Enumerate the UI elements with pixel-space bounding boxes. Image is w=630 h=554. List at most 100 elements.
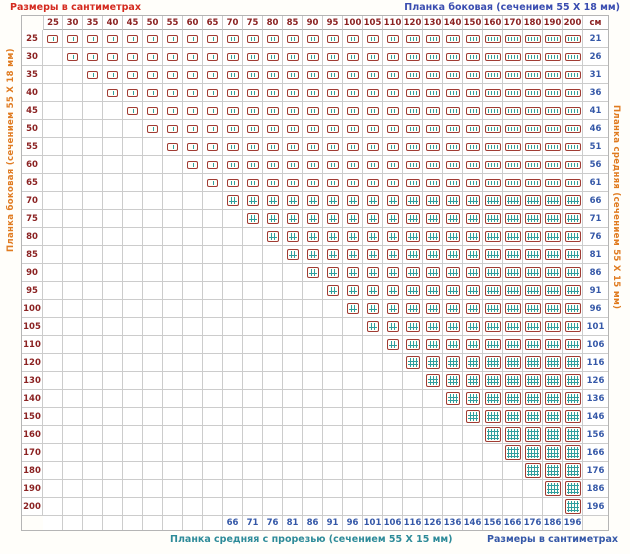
grid-cell [443,84,463,102]
grid-cell [83,480,103,498]
grid-cell [163,138,183,156]
lattice-icon [544,195,561,206]
grid-cell [63,282,83,300]
pane-divider-vertical [576,54,578,59]
grid-cell [263,66,283,84]
pane-divider-horizontal [368,254,377,256]
pane-divider-vertical [551,412,553,421]
grid-cell [363,354,383,372]
grid-cell [563,354,583,372]
label-side-plank-top: Планка боковая (сечением 55 X 18 мм) [404,2,620,13]
grid-cell [503,426,523,444]
lattice-icon [524,374,541,387]
pane-divider-vertical [531,376,533,385]
lattice-icon [465,70,480,79]
grid-cell [563,426,583,444]
pane-divider-vertical [513,180,515,185]
grid-cell [563,138,583,156]
grid-cell [543,282,563,300]
grid-cell [83,318,103,336]
pane-divider-vertical [571,126,573,131]
pane-divider-vertical [132,72,134,77]
pane-divider-vertical [452,72,454,77]
grid-cell [263,300,283,318]
grid-cell [43,120,63,138]
lattice-icon [386,178,399,187]
pane-divider-horizontal [546,272,559,274]
grid-cell [143,264,163,282]
pane-divider-vertical [573,108,575,113]
lattice-icon [465,392,480,405]
pane-divider-vertical [511,36,513,41]
pane-divider-vertical [429,72,431,77]
grid-cell [423,264,443,282]
pane-divider-vertical [556,412,558,421]
pane-divider-horizontal [427,308,438,310]
lattice-icon [524,356,541,369]
pane-divider-vertical [536,180,538,185]
lattice-icon [544,160,561,169]
pane-divider-vertical [475,90,477,95]
pane-divider-vertical [576,412,578,421]
pane-divider-vertical [551,54,553,59]
lattice-icon [127,70,138,79]
grid-cell [383,102,403,120]
row-header: 30 [21,48,43,66]
lattice-icon [524,267,541,278]
pane-divider-vertical [553,358,555,367]
grid-cell [43,210,63,228]
grid-cell [403,372,423,390]
lattice-icon [524,195,541,206]
grid-cell [163,282,183,300]
grid-cell [163,120,183,138]
pane-divider-horizontal [368,200,377,202]
grid-cell [63,138,83,156]
pane-divider-vertical [568,54,570,59]
grid-cell [203,30,223,48]
grid-cell [123,174,143,192]
grid-cell [483,426,503,444]
unit-label: см [583,15,609,30]
lattice-icon [405,106,420,115]
pane-divider-vertical [374,180,376,185]
lattice-icon [167,106,178,115]
pane-divider-vertical [432,72,434,77]
grid-cell [243,354,263,372]
pane-divider-vertical [449,90,451,95]
pane-divider-vertical [475,36,477,41]
grid-cell [203,336,223,354]
grid-cell [503,120,523,138]
lattice-icon [386,88,399,97]
grid-cell [363,102,383,120]
grid-cell [283,300,303,318]
grid-cell [423,336,443,354]
grid-cell [543,66,563,84]
middle-plank-length: 91 [583,282,609,300]
pane-divider-vertical [72,54,74,59]
grid-cell [243,498,263,516]
grid-cell [363,480,383,498]
pane-divider-vertical [192,162,194,167]
lattice-icon [484,195,501,206]
grid-cell [483,120,503,138]
lattice-icon [266,160,279,169]
grid-cell [103,174,123,192]
pane-divider-horizontal [447,344,458,346]
pane-divider-vertical [409,162,411,167]
lattice-icon [504,34,521,43]
pane-divider-vertical [455,358,457,367]
pane-divider-horizontal [467,326,478,328]
grid-cell [463,318,483,336]
pane-divider-vertical [533,412,535,421]
lattice-icon [564,410,581,423]
pane-divider-vertical [230,108,232,113]
pane-divider-vertical [553,36,555,41]
grid-cell [203,156,223,174]
pane-divider-vertical [254,72,256,77]
pane-divider-horizontal [546,378,559,380]
lattice-icon [524,213,541,224]
grid-cell [83,444,103,462]
grid-cell [463,480,483,498]
grid-cell [303,192,323,210]
pane-divider-horizontal [486,382,499,384]
